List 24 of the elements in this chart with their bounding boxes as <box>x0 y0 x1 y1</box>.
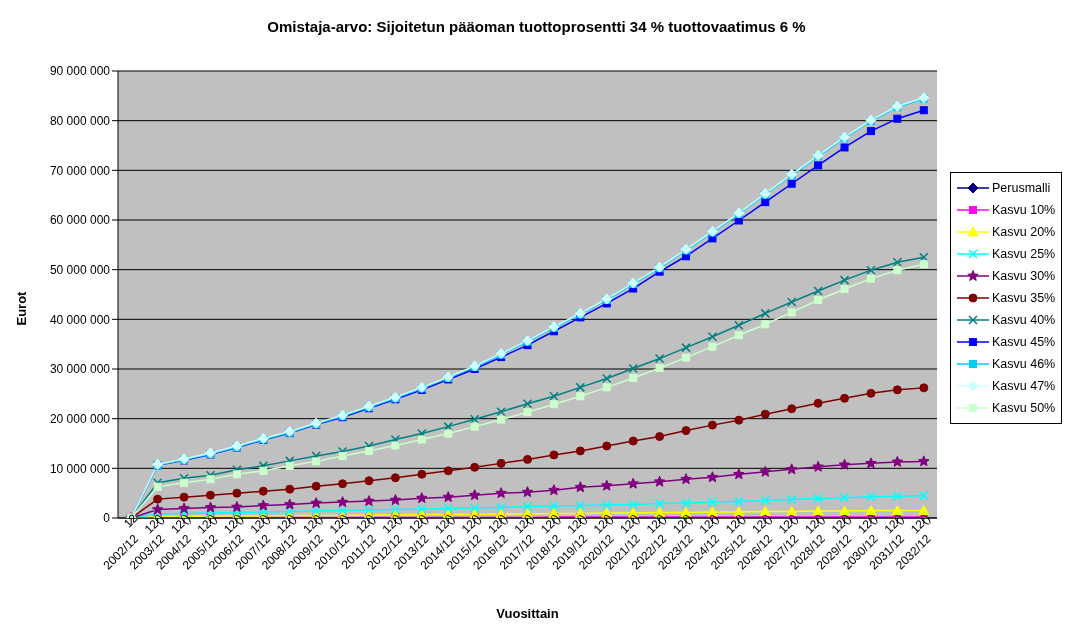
y-tick-label: 10 000 000 <box>49 461 111 476</box>
legend-label: Kasvu 25% <box>992 247 1056 261</box>
y-tick-label: 40 000 000 <box>49 312 111 327</box>
legend-label: Kasvu 40% <box>992 313 1056 327</box>
legend-label: Perusmalli <box>992 181 1051 195</box>
y-axis-title: Eurot <box>13 291 29 326</box>
chart-title: Omistaja-arvo: Sijoitetun pääoman tuottoprosentti 34 % tuottovaatimus 6 % <box>266 18 807 35</box>
y-tick-label: 90 000 000 <box>49 64 111 79</box>
y-tick-label: 30 000 000 <box>49 362 111 377</box>
legend-label: Kasvu 30% <box>992 269 1056 283</box>
legend-label: Kasvu 46% <box>992 357 1056 371</box>
x-axis-title: Vuosittain <box>495 606 560 621</box>
legend-label: Kasvu 35% <box>992 291 1056 305</box>
y-tick-label: 60 000 000 <box>49 213 111 228</box>
y-tick-label: 50 000 000 <box>49 262 111 277</box>
y-tick-label: 80 000 000 <box>49 113 111 128</box>
legend-label: Kasvu 45% <box>992 335 1056 349</box>
y-tick-label: 20 000 000 <box>49 411 111 426</box>
legend-label: Kasvu 47% <box>992 379 1056 393</box>
y-tick-label: 0 <box>103 511 111 526</box>
y-tick-label: 70 000 000 <box>49 163 111 178</box>
legend-label: Kasvu 50% <box>992 401 1056 415</box>
legend-label: Kasvu 10% <box>992 203 1056 217</box>
legend-label: Kasvu 20% <box>992 225 1056 239</box>
